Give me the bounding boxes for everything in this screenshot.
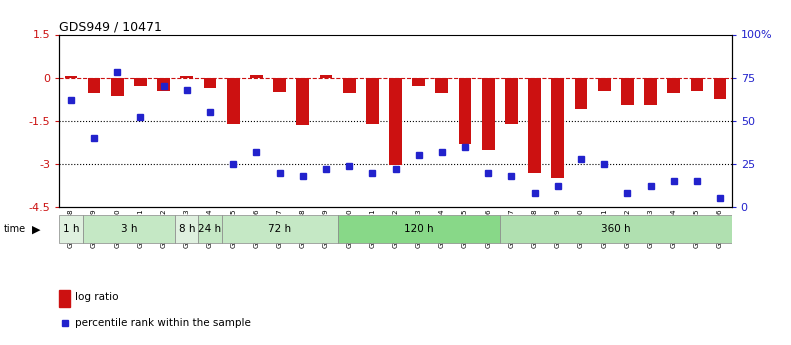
Bar bbox=[551, 78, 564, 178]
Bar bbox=[134, 78, 147, 86]
Bar bbox=[82, 215, 176, 244]
Bar bbox=[111, 78, 123, 96]
Text: ▶: ▶ bbox=[32, 225, 40, 234]
Text: time: time bbox=[4, 225, 26, 234]
Bar bbox=[528, 78, 541, 172]
Bar bbox=[598, 78, 611, 90]
Bar bbox=[366, 78, 379, 124]
Bar bbox=[343, 78, 355, 93]
Bar bbox=[157, 78, 170, 90]
Bar bbox=[221, 215, 338, 244]
Bar bbox=[574, 78, 588, 109]
Text: percentile rank within the sample: percentile rank within the sample bbox=[74, 318, 251, 327]
Text: 1 h: 1 h bbox=[62, 224, 79, 234]
Bar bbox=[668, 78, 680, 93]
Bar bbox=[691, 78, 703, 90]
Bar bbox=[500, 215, 732, 244]
Bar bbox=[180, 76, 193, 78]
Bar bbox=[482, 78, 494, 149]
Bar bbox=[88, 78, 100, 93]
Bar bbox=[203, 78, 217, 88]
Bar bbox=[621, 78, 634, 105]
Bar bbox=[65, 76, 78, 78]
Text: 8 h: 8 h bbox=[179, 224, 195, 234]
Bar bbox=[59, 215, 82, 244]
Bar bbox=[227, 78, 240, 124]
Bar bbox=[59, 290, 70, 307]
Bar bbox=[389, 78, 402, 165]
Bar bbox=[459, 78, 471, 144]
Bar bbox=[713, 78, 726, 99]
Text: 360 h: 360 h bbox=[601, 224, 630, 234]
Text: log ratio: log ratio bbox=[74, 293, 118, 303]
Bar bbox=[250, 75, 263, 78]
Bar bbox=[273, 78, 286, 92]
Bar bbox=[176, 215, 199, 244]
Bar bbox=[412, 78, 425, 86]
Bar bbox=[505, 78, 518, 124]
Text: GDS949 / 10471: GDS949 / 10471 bbox=[59, 20, 162, 33]
Bar bbox=[320, 75, 332, 78]
Text: 3 h: 3 h bbox=[121, 224, 137, 234]
Text: 120 h: 120 h bbox=[404, 224, 433, 234]
Bar bbox=[199, 215, 221, 244]
Text: 24 h: 24 h bbox=[199, 224, 221, 234]
Bar bbox=[436, 78, 448, 93]
Bar bbox=[644, 78, 657, 105]
Text: 72 h: 72 h bbox=[268, 224, 291, 234]
Bar bbox=[297, 78, 309, 125]
Bar bbox=[338, 215, 500, 244]
